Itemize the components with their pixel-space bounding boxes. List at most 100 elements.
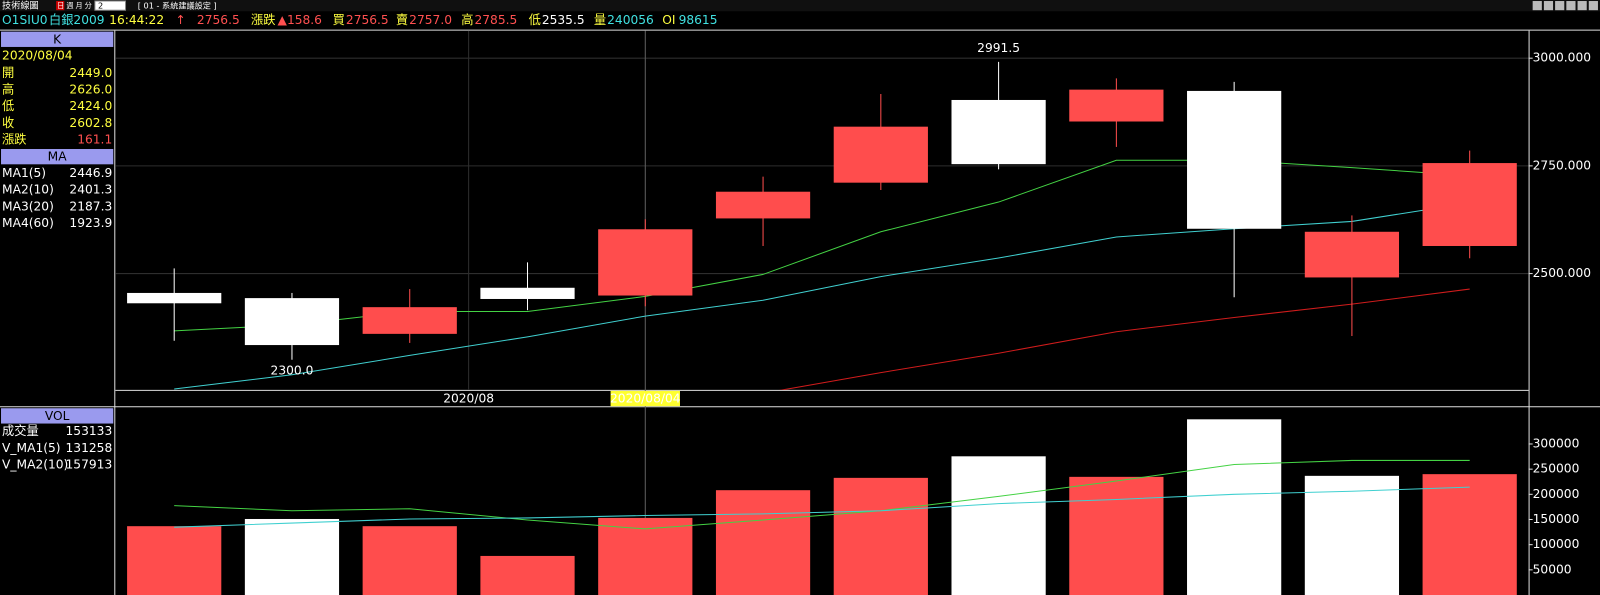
volume-bar bbox=[1422, 474, 1517, 595]
candle-body bbox=[1304, 231, 1400, 278]
period-value[interactable]: 2 bbox=[98, 1, 103, 11]
period-dropdown[interactable] bbox=[94, 0, 127, 11]
window-button[interactable] bbox=[1532, 1, 1542, 11]
vol-label: V_MA2(10) bbox=[2, 457, 68, 471]
change-value: ▲158.6 bbox=[278, 13, 323, 27]
y-tick-label: 50000 bbox=[1533, 562, 1572, 576]
window-title: 技術線圖 bbox=[2, 0, 39, 12]
ma-line bbox=[174, 486, 1470, 528]
y-tick-label: 100000 bbox=[1533, 537, 1580, 551]
volume-bar bbox=[1069, 476, 1164, 595]
x-tick-label: 2020/08 bbox=[443, 392, 494, 406]
min-label: 2300.0 bbox=[271, 363, 314, 377]
quote-time: 16:44:22 bbox=[109, 13, 164, 27]
volume-bar bbox=[833, 477, 928, 595]
x-tick-label: 2020/08/04 bbox=[610, 392, 681, 406]
y-tick-label: 200000 bbox=[1533, 487, 1580, 501]
ma-value: 2446.9 bbox=[69, 166, 112, 180]
panel-header bbox=[1, 31, 114, 47]
candle-body bbox=[1422, 163, 1517, 246]
volume-bar bbox=[244, 518, 340, 595]
quote-bar: O1SIU0 白銀2009 16:44:22 ↑ 2756.5 漲跌 ▲158.… bbox=[2, 12, 717, 27]
price-plot bbox=[127, 61, 1517, 390]
period-button-label[interactable]: 日 bbox=[57, 1, 64, 10]
y-tick-label: 2750.000 bbox=[1533, 158, 1591, 172]
vol-value: 131258 bbox=[66, 441, 113, 455]
window-button[interactable] bbox=[1566, 1, 1576, 11]
ma-label: MA4(60) bbox=[2, 216, 54, 230]
volume-bar bbox=[1187, 419, 1282, 595]
k-value: 161.1 bbox=[77, 133, 112, 147]
volume-bar bbox=[598, 517, 693, 595]
panel-header-label: VOL bbox=[45, 409, 70, 423]
volume-bar bbox=[362, 526, 457, 595]
candle-body bbox=[127, 292, 222, 304]
panel-header bbox=[1, 408, 114, 424]
candle-body bbox=[598, 229, 693, 296]
k-value: 2602.8 bbox=[69, 116, 112, 130]
side-panel: K 2020/08/04 MA VOL bbox=[1, 31, 114, 424]
candle-body bbox=[833, 126, 928, 183]
y-tick-label: 3000.000 bbox=[1533, 51, 1591, 65]
y-tick-label: 300000 bbox=[1533, 436, 1580, 450]
k-label: 漲跌 bbox=[2, 132, 26, 147]
window-button[interactable] bbox=[1555, 1, 1565, 11]
low-label: 低 bbox=[529, 13, 541, 27]
frame bbox=[0, 29, 1600, 595]
volume-bar bbox=[127, 526, 222, 595]
period-button-label[interactable]: 月 bbox=[76, 1, 83, 10]
k-value: 2424.0 bbox=[69, 99, 112, 113]
period-button[interactable] bbox=[56, 1, 65, 11]
k-label: 低 bbox=[2, 99, 14, 113]
candle-body bbox=[1069, 89, 1164, 122]
candle-body bbox=[362, 307, 457, 334]
candle-body bbox=[480, 287, 575, 299]
oi-value: 98615 bbox=[679, 13, 718, 27]
bid-value: 2756.5 bbox=[346, 13, 389, 27]
ma-value: 1923.9 bbox=[69, 216, 112, 230]
symbol: O1SIU0 bbox=[2, 13, 48, 27]
y-tick-label: 250000 bbox=[1533, 462, 1580, 476]
panel-header-label: K bbox=[53, 32, 62, 46]
window-button[interactable] bbox=[1588, 1, 1598, 11]
k-value: 2626.0 bbox=[69, 83, 112, 97]
panel-header-label: MA bbox=[48, 150, 68, 164]
bid-label: 買 bbox=[333, 13, 345, 27]
ma-label: MA2(10) bbox=[2, 183, 54, 197]
vol-value: 157913 bbox=[66, 457, 113, 471]
ask-value: 2757.0 bbox=[409, 13, 452, 27]
volume-bar bbox=[715, 490, 811, 595]
period-button-label[interactable]: 分 bbox=[85, 1, 92, 10]
change-label: 漲跌 bbox=[251, 12, 275, 27]
setting-label[interactable]: [ 01 - 系統建議設定 ] bbox=[138, 1, 217, 11]
volume-value: 240056 bbox=[607, 13, 654, 27]
ma-line bbox=[174, 459, 1470, 530]
oi-label: OI bbox=[662, 13, 675, 27]
y-tick-label: 2500.000 bbox=[1533, 266, 1591, 280]
k-label: 收 bbox=[2, 116, 14, 130]
window-button[interactable] bbox=[1543, 1, 1554, 11]
crosshair-label-bg bbox=[610, 390, 680, 407]
period-button-label[interactable]: 週 bbox=[66, 1, 73, 10]
high-label: 高 bbox=[461, 12, 473, 27]
ma-label: MA1(5) bbox=[2, 166, 46, 180]
k-label: 高 bbox=[2, 82, 14, 97]
y-tick-label: 150000 bbox=[1533, 512, 1580, 526]
period-buttons: 日 週 月 分 2 bbox=[56, 0, 127, 11]
ask-label: 賣 bbox=[396, 12, 408, 27]
candle-body bbox=[715, 191, 811, 219]
volume-plot bbox=[127, 419, 1517, 595]
volume-bar bbox=[1304, 475, 1400, 595]
last-price: 2756.5 bbox=[197, 13, 240, 27]
low-value: 2535.5 bbox=[542, 13, 585, 27]
title-bar bbox=[0, 0, 1600, 12]
max-label: 2991.5 bbox=[977, 41, 1020, 55]
ma-value: 2401.3 bbox=[69, 183, 112, 197]
vol-value: 153133 bbox=[66, 424, 113, 438]
volume-bar bbox=[480, 555, 575, 595]
window-button[interactable] bbox=[1577, 1, 1587, 11]
candle-body bbox=[951, 99, 1046, 165]
panel-header bbox=[1, 149, 114, 165]
ma-label: MA3(20) bbox=[2, 199, 54, 213]
